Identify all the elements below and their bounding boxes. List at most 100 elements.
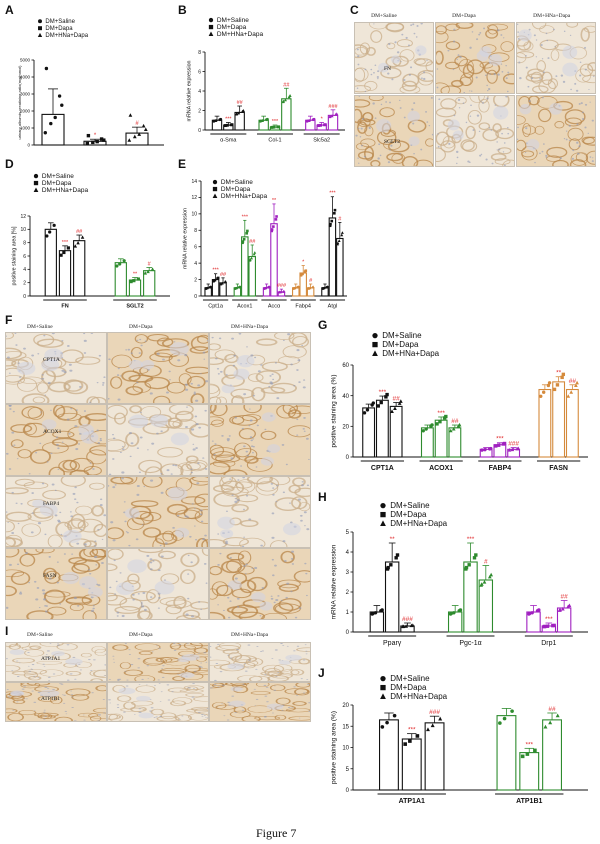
tubule-outline <box>183 507 203 520</box>
nucleus-dot <box>181 715 184 717</box>
nucleus-dot <box>300 678 303 680</box>
significance-mark: ** <box>390 536 396 543</box>
data-point <box>415 734 420 738</box>
tubule-outline <box>89 482 105 490</box>
nucleus-dot <box>94 555 98 559</box>
micrograph-image <box>108 683 208 721</box>
nucleus-dot <box>206 340 208 342</box>
tubule-outline <box>220 477 234 485</box>
panel-letter-i: I <box>5 624 9 638</box>
tubule-outline <box>95 685 106 692</box>
nucleus-dot <box>274 362 277 364</box>
data-point <box>340 231 344 234</box>
y-axis-label: positive staining area (%) <box>331 375 338 448</box>
nucleus-dot <box>203 652 207 654</box>
data-point <box>250 256 254 260</box>
nucleus-dot <box>545 156 548 159</box>
nucleus-dot <box>173 341 176 343</box>
data-point <box>85 141 89 146</box>
nucleus-dot <box>69 673 73 675</box>
x-category-label: Drp1 <box>541 640 556 647</box>
nucleus-dot <box>376 75 379 78</box>
nucleus-dot <box>172 526 175 529</box>
nucleus-dot <box>584 126 587 129</box>
nucleus-dot <box>412 122 415 125</box>
tubule-outline <box>194 493 208 508</box>
tubule-outline <box>51 437 79 448</box>
tubule-outline <box>210 444 225 456</box>
tubule-outline <box>125 432 140 447</box>
nucleus-dot <box>545 154 548 157</box>
tubule-outline <box>60 477 86 487</box>
tubule-outline <box>251 386 266 402</box>
nucleus-dot <box>109 586 112 589</box>
data-point <box>270 228 274 231</box>
nucleus-dot <box>177 673 180 675</box>
nucleus-dot <box>218 337 222 340</box>
tubule-outline <box>517 51 535 59</box>
tubule-outline <box>486 69 498 84</box>
tubule-outline <box>36 660 63 665</box>
y-tick-label: 10 <box>20 227 26 233</box>
data-point <box>555 383 560 387</box>
glomerulus <box>452 130 464 141</box>
data-point <box>122 259 126 263</box>
nucleus-dot <box>356 87 359 89</box>
nucleus-dot <box>248 518 252 521</box>
nucleus-dot <box>11 431 15 434</box>
data-point <box>438 716 443 721</box>
data-point <box>62 250 66 255</box>
data-point <box>209 285 213 289</box>
tubule-outline <box>210 343 222 351</box>
nucleus-dot <box>151 651 154 653</box>
nucleus-dot <box>301 344 304 347</box>
nucleus-dot <box>202 457 205 459</box>
micrograph-image <box>108 549 208 619</box>
nucleus-dot <box>16 660 19 662</box>
glomerulus <box>51 650 65 657</box>
nucleus-dot <box>293 384 296 387</box>
tubule-outline <box>554 121 565 129</box>
nucleus-dot <box>430 96 433 99</box>
nucleus-dot <box>56 643 60 645</box>
data-point <box>277 125 281 129</box>
data-point <box>527 611 532 616</box>
bar-Accα-2 <box>270 223 278 297</box>
nucleus-dot <box>507 127 509 129</box>
data-point <box>330 219 334 223</box>
nucleus-dot <box>138 708 142 710</box>
nucleus-dot <box>201 713 204 715</box>
nucleus-dot <box>254 705 257 706</box>
significance-mark: ## <box>451 418 459 425</box>
panel-letter-b: B <box>178 3 187 17</box>
nucleus-dot <box>265 686 269 688</box>
nucleus-dot <box>227 596 230 599</box>
nucleus-dot <box>471 31 474 33</box>
bar-FN-1 <box>44 228 57 297</box>
nucleus-dot <box>306 594 308 597</box>
nucleus-dot <box>186 643 189 644</box>
nucleus-dot <box>489 73 491 75</box>
data-point <box>502 716 507 721</box>
nucleus-dot <box>281 443 285 446</box>
nucleus-dot <box>219 671 223 673</box>
tubule-outline <box>517 139 527 152</box>
significance-mark: *** <box>62 240 69 246</box>
glomerulus <box>168 486 188 501</box>
nucleus-dot <box>104 664 106 666</box>
data-point <box>520 754 525 759</box>
nucleus-dot <box>416 25 419 27</box>
significance-mark: # <box>309 278 313 284</box>
glomerulus <box>415 45 427 56</box>
nucleus-dot <box>364 68 367 71</box>
nucleus-dot <box>152 560 155 562</box>
tubule-outline <box>386 152 404 162</box>
tubule-outline <box>149 352 173 362</box>
nucleus-dot <box>121 471 125 474</box>
legend-marker-2 <box>380 511 386 518</box>
nucleus-dot <box>436 86 439 89</box>
nucleus-dot <box>360 127 363 130</box>
tubule-outline <box>564 109 586 125</box>
nucleus-dot <box>108 358 111 361</box>
